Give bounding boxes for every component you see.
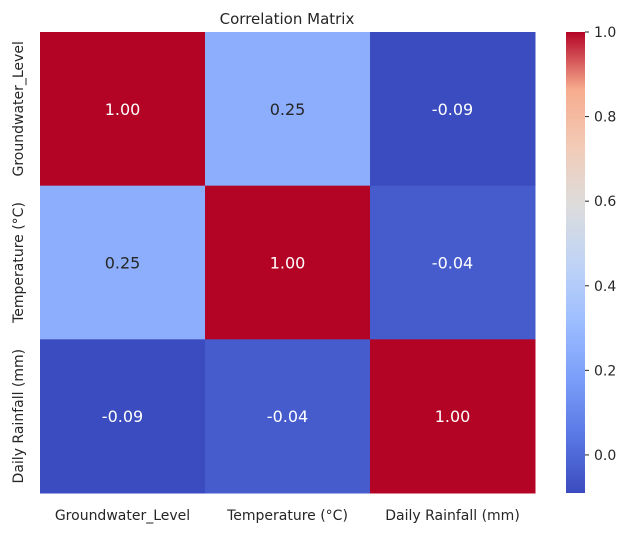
x-axis-ticks: Groundwater_Level Temperature (°C) Daily R… xyxy=(55,508,520,524)
cell-value-label-2-0: -0.09 xyxy=(102,407,143,426)
colorbar-ticks: 0.0 0.2 0.4 0.6 0.8 1.0 xyxy=(585,25,616,464)
cell-value-label-0-2: -0.09 xyxy=(432,100,473,119)
heatmap-cell-0-2 xyxy=(370,32,536,187)
cell-value-label-1-2: -0.04 xyxy=(432,254,473,273)
cell-value-label-2-1: -0.04 xyxy=(267,407,308,426)
cell-value-label-2-2: 1.00 xyxy=(435,407,471,426)
cell-value-label-0-0: 1.00 xyxy=(105,100,141,119)
colorbar-tick-label-1: 0.2 xyxy=(594,363,616,379)
heatmap-cell-1-0 xyxy=(40,185,206,340)
x-tick-label-0: Groundwater_Level xyxy=(55,508,190,524)
heatmap-cell-0-0 xyxy=(40,32,206,187)
heatmap-cell-1-2 xyxy=(370,185,536,340)
x-tick-label-1: Temperature (°C) xyxy=(226,508,348,524)
y-axis-ticks: Groundwater_Level Temperature (°C) Daily R… xyxy=(11,41,27,483)
heatmap-cell-1-1 xyxy=(205,185,371,340)
colorbar-tick-label-2: 0.4 xyxy=(594,279,616,295)
heatmap-cell-2-0 xyxy=(40,339,206,494)
heatmap-cell-2-1 xyxy=(205,339,371,494)
colorbar-tick-label-0: 0.0 xyxy=(594,448,616,464)
x-tick-label-2: Daily Rainfall (mm) xyxy=(385,508,520,524)
heatmap-cell-2-2 xyxy=(370,339,536,494)
cell-value-label-0-1: 0.25 xyxy=(270,100,306,119)
y-tick-label-2: Daily Rainfall (mm) xyxy=(11,349,27,484)
colorbar-tick-label-5: 1.0 xyxy=(594,25,616,41)
colorbar-tick-label-3: 0.6 xyxy=(594,194,616,210)
cell-value-label-1-0: 0.25 xyxy=(105,254,141,273)
heatmap-cells: 1.00 0.25 -0.09 0.25 1.00 -0.04 -0.09 -0.04 1.00 xyxy=(40,32,536,494)
chart-title: Correlation Matrix xyxy=(220,10,355,28)
colorbar: 0.0 0.2 0.4 0.6 0.8 1.0 xyxy=(566,25,616,493)
colorbar-tick-label-4: 0.8 xyxy=(594,110,616,126)
y-tick-label-0: Groundwater_Level xyxy=(11,41,27,176)
y-tick-label-1: Temperature (°C) xyxy=(11,202,27,324)
heatmap-cell-0-1 xyxy=(205,32,371,187)
cell-value-label-1-1: 1.00 xyxy=(270,254,306,273)
colorbar-gradient xyxy=(566,32,585,493)
